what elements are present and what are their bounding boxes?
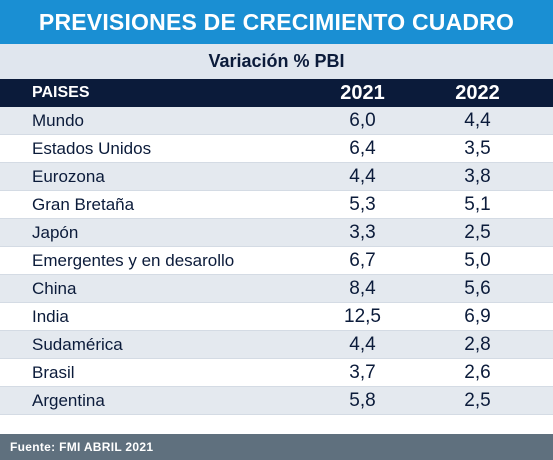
cell-2021: 5,8 [349, 389, 376, 411]
cell-2022: 6,9 [464, 305, 491, 327]
table-row: India 12,5 6,9 [0, 303, 553, 331]
table-row: Emergentes y en desarollo 6,7 5,0 [0, 247, 553, 275]
cell-2021: 12,5 [344, 305, 381, 327]
chart-title: PREVISIONES DE CRECIMIENTO CUADRO [0, 0, 553, 44]
cell-2021: 4,4 [349, 165, 376, 187]
cell-2021: 5,3 [349, 193, 376, 215]
cell-2021: 8,4 [349, 277, 376, 299]
cell-country: Japón [32, 222, 79, 242]
table-body: Mundo 6,0 4,4 Estados Unidos 6,4 3,5 Eurozona 4… [0, 107, 553, 415]
table-row: Estados Unidos 6,4 3,5 [0, 135, 553, 163]
table-row: Japón 3,3 2,5 [0, 219, 553, 247]
cell-2022: 5,1 [464, 193, 491, 215]
cell-country: India [32, 306, 69, 326]
cell-country: Estados Unidos [32, 138, 152, 158]
cell-2022: 2,5 [464, 221, 491, 243]
cell-country: Mundo [32, 110, 84, 130]
table-header-row: PAISES 2021 2022 [0, 79, 553, 107]
cell-2022: 2,8 [464, 333, 491, 355]
cell-country: Emergentes y en desarollo [32, 250, 235, 270]
table-row: Brasil 3,7 2,6 [0, 359, 553, 387]
cell-country: Eurozona [32, 166, 105, 186]
table-row: Argentina 5,8 2,5 [0, 387, 553, 415]
cell-2022: 2,5 [464, 389, 491, 411]
table-row: Sudamérica 4,4 2,8 [0, 331, 553, 359]
cell-country: Argentina [32, 390, 105, 410]
cell-country: China [32, 278, 77, 298]
cell-2022: 2,6 [464, 361, 491, 383]
cell-2021: 6,0 [349, 109, 376, 131]
source-footer: Fuente: FMI ABRIL 2021 [0, 434, 553, 460]
cell-country: Gran Bretaña [32, 194, 135, 214]
cell-2021: 4,4 [349, 333, 376, 355]
cell-country: Brasil [32, 362, 75, 382]
chart-subtitle: Variación % PBI [0, 44, 553, 79]
growth-table: PAISES 2021 2022 Mundo 6,0 4,4 Estados Unid… [0, 79, 553, 415]
table-row: Mundo 6,0 4,4 [0, 107, 553, 135]
table-row: Eurozona 4,4 3,8 [0, 163, 553, 191]
table-row: Gran Bretaña 5,3 5,1 [0, 191, 553, 219]
cell-2021: 3,7 [349, 361, 376, 383]
cell-2022: 4,4 [464, 109, 491, 131]
cell-2021: 6,4 [349, 137, 376, 159]
cell-2021: 6,7 [349, 249, 376, 271]
column-header-paises: PAISES [32, 84, 90, 101]
cell-2021: 3,3 [349, 221, 376, 243]
column-header-2021: 2021 [340, 81, 385, 104]
cell-2022: 3,5 [464, 137, 491, 159]
cell-country: Sudamérica [32, 334, 123, 354]
cell-2022: 5,0 [464, 249, 491, 271]
table-row: China 8,4 5,6 [0, 275, 553, 303]
cell-2022: 3,8 [464, 165, 491, 187]
cell-2022: 5,6 [464, 277, 491, 299]
column-header-2022: 2022 [455, 81, 500, 104]
